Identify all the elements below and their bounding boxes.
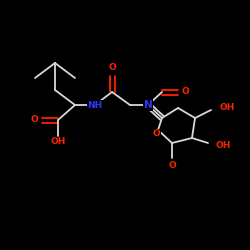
Text: O: O (181, 88, 189, 96)
Text: NH: NH (88, 100, 103, 110)
Text: O: O (152, 130, 160, 138)
Text: O: O (108, 64, 116, 72)
Text: OH: OH (219, 104, 234, 112)
Text: N: N (144, 100, 152, 110)
Text: OH: OH (50, 138, 66, 146)
Text: N: N (144, 100, 152, 110)
Text: O: O (168, 160, 176, 170)
Text: O: O (30, 116, 38, 124)
Text: OH: OH (216, 140, 232, 149)
